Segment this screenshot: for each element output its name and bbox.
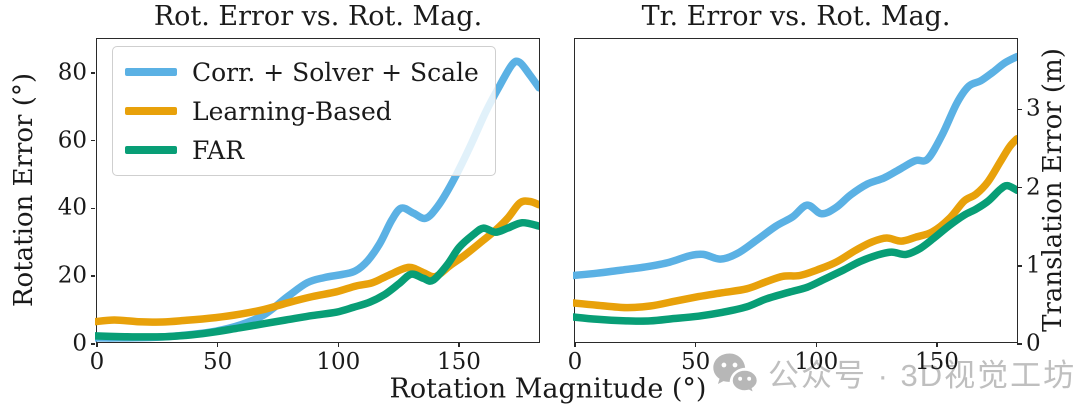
x-tick [337,342,340,347]
wechat-icon [713,353,758,395]
y-tick-label: 0 [72,330,87,357]
x-tick-label: 150 [915,349,959,375]
x-tick [96,342,98,347]
series-line [95,219,540,342]
series-line [573,182,1018,326]
y-tick [90,72,96,74]
right-y-axis-label: Translation Error (m) [1038,48,1068,332]
right-plot-title: Tr. Error vs. Rot. Mag. [641,1,951,32]
legend-line-corr-solver-scale [125,68,177,76]
y-tick [1017,343,1022,345]
y-tick [1017,108,1022,111]
x-tick [574,342,576,347]
legend-label: FAR [192,135,245,165]
y-tick-label: 20 [57,262,87,289]
watermark: 公众号 · 3D视觉工坊 [712,350,1076,395]
left-y-axis-label: Rotation Error (°) [9,72,39,308]
legend-entry-corr-solver-scale: Corr. + Solver + Scale [125,57,479,87]
x-tick [458,342,460,347]
y-tick [90,343,96,345]
shared-x-axis-label: Rotation Magnitude (°) [389,373,707,405]
y-tick-label: 1 [1026,252,1041,279]
legend-line-learning-based [125,107,177,115]
y-tick-label: 40 [57,194,87,221]
y-tick-label: 80 [57,59,87,86]
legend-entry-far: FAR [125,135,479,165]
legend-entry-learning-based: Learning-Based [125,96,479,126]
y-tick-label: 3 [1026,95,1041,122]
y-tick [1017,264,1022,267]
x-tick-label: 100 [794,349,839,375]
y-tick-label: 0 [1026,330,1041,357]
x-tick [815,342,818,347]
y-tick [1017,186,1022,189]
line-chart [573,53,1018,326]
series-line [573,135,1018,312]
y-tick [90,139,96,142]
legend-label: Corr. + Solver + Scale [192,57,479,87]
y-tick [90,275,96,278]
y-tick [90,207,96,210]
series-line [573,53,1018,280]
x-tick [694,342,697,347]
series-line [95,197,540,327]
x-tick-label: 0 [89,349,105,375]
y-tick-label: 2 [1026,174,1041,201]
x-tick-label: 50 [681,349,711,375]
legend-line-far [125,146,177,154]
legend: Corr. + Solver + Scale Learning-Based FA… [112,46,496,176]
x-tick-label: 150 [437,349,481,375]
x-tick-label: 0 [567,349,583,375]
watermark-text: 公众号 · 3D视觉工坊 [768,358,1077,393]
left-plot-title: Rot. Error vs. Rot. Mag. [153,1,483,32]
x-tick-label: 50 [203,349,233,375]
y-tick-label: 60 [57,127,87,154]
x-tick [936,342,938,347]
x-tick [216,342,219,347]
legend-label: Learning-Based [192,96,392,126]
right-plot-area: 0 50 100 150 0 1 2 3 [568,38,1041,374]
x-tick-label: 100 [316,349,361,375]
